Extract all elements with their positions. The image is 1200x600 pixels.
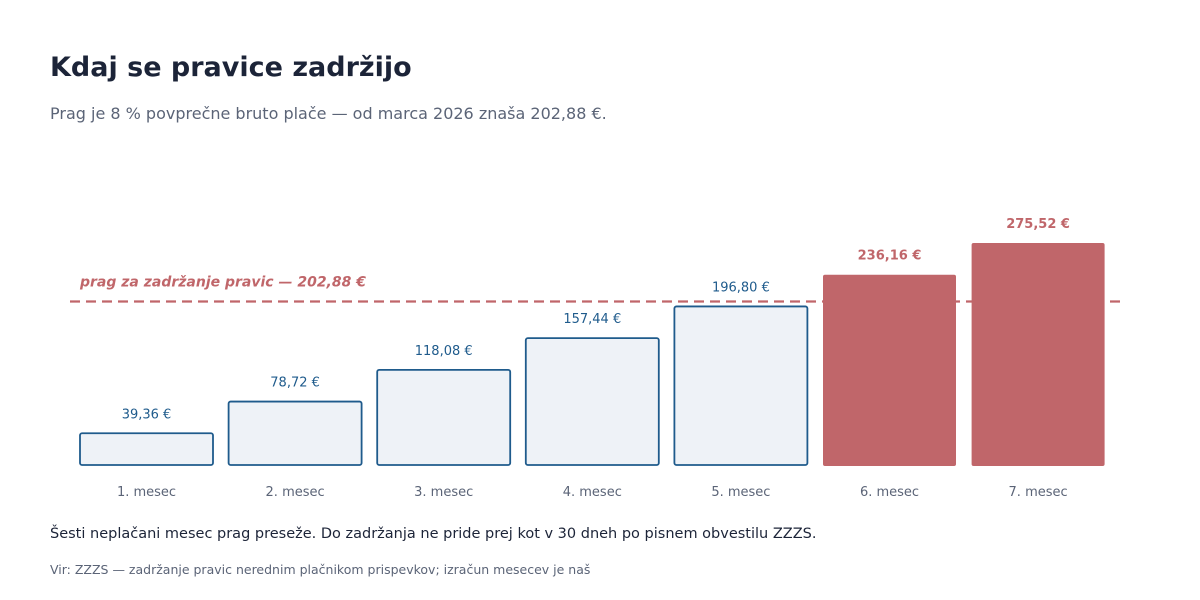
- bar-value-label: 78,72 €: [270, 376, 320, 391]
- x-tick-label: 7. mesec: [1009, 485, 1068, 500]
- threshold-label: prag za zadržanje pravic — 202,88 €: [79, 275, 366, 291]
- chart-note: Šesti neplačani mesec prag preseže. Do z…: [50, 526, 817, 542]
- x-tick-label: 6. mesec: [860, 485, 919, 500]
- bar: [823, 274, 956, 466]
- bar: [673, 305, 809, 466]
- x-tick-label: 3. mesec: [414, 485, 473, 500]
- chart-title: Kdaj se pravice zadržijo: [50, 52, 412, 83]
- bar-value-label: 196,80 €: [712, 280, 770, 295]
- bar: [524, 337, 660, 466]
- bar: [971, 243, 1105, 466]
- x-tick-label: 2. mesec: [266, 485, 325, 500]
- bar: [227, 400, 363, 466]
- x-tick-label: 4. mesec: [563, 485, 622, 500]
- x-tick-label: 1. mesec: [117, 485, 176, 500]
- bar-value-label: 157,44 €: [563, 312, 621, 327]
- x-tick-label: 5. mesec: [711, 485, 770, 500]
- bar-value-label: 275,52 €: [1006, 217, 1070, 232]
- chart-subtitle: Prag je 8 % povprečne bruto plače — od m…: [50, 104, 607, 123]
- bar-value-label: 236,16 €: [858, 249, 922, 264]
- bar-value-label: 118,08 €: [415, 344, 473, 359]
- bar: [376, 368, 512, 466]
- chart-source: Vir: ZZZS — zadržanje pravic nerednim pl…: [50, 562, 591, 577]
- bar-value-label: 39,36 €: [122, 407, 172, 422]
- bar: [79, 432, 214, 466]
